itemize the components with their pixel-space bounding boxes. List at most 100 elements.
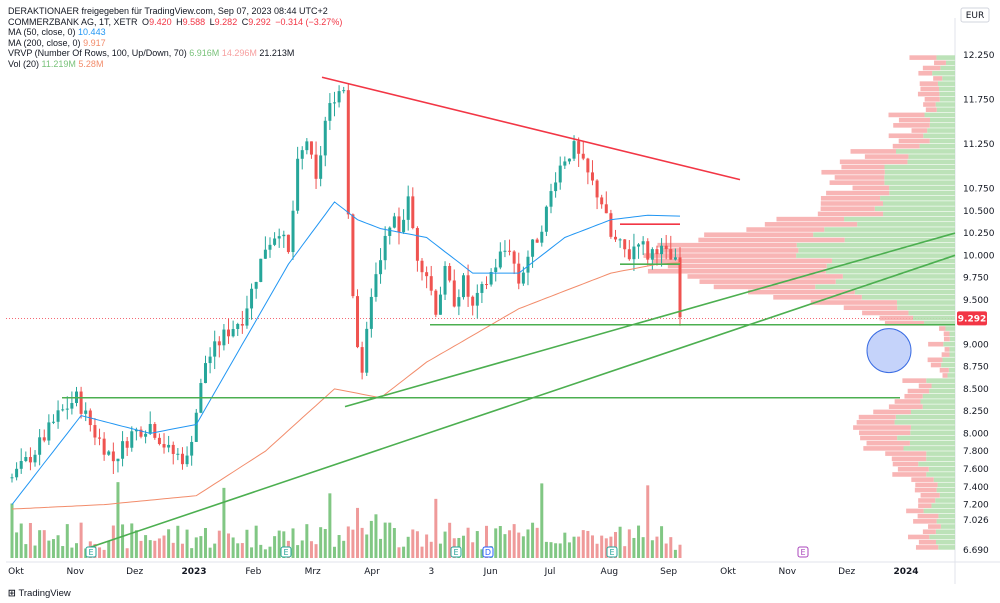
candle-body [434,290,438,315]
profile-down-row [911,128,928,133]
candle-body [425,272,429,277]
candle-body [489,272,493,285]
candle-body [443,265,447,295]
volume-bar [116,482,120,558]
profile-up-row [943,341,955,347]
candle-body [296,158,300,211]
legend-vrvp[interactable]: VRVP (Number Of Rows, 100, Up/Down, 70) … [8,48,295,59]
profile-up-row [939,86,955,92]
profile-up-row [894,420,955,425]
volume-bar [678,544,682,558]
profile-up-row [937,81,955,86]
candle-body [51,421,55,423]
candle-body [38,437,42,455]
profile-down-row [810,300,897,305]
profile-up-row [949,336,955,342]
candle-body [24,457,28,462]
profile-down-row [856,420,895,425]
profile-up-row [945,326,955,331]
price-axis[interactable]: EUR 12.250 11.750 11.250 10.750 10.500 10.250 1… [957,7,995,556]
profile-down-row [860,435,898,441]
candle-body [577,141,581,154]
candle-body [346,90,350,215]
profile-up-row [938,513,955,519]
volume-bar [558,543,562,558]
volume-bar [429,541,433,558]
candle-body [627,249,631,260]
volume-bar [194,537,198,558]
event-marker-label: D [485,548,491,557]
candle-body [319,155,323,179]
candle-body [664,245,668,250]
candle-body [240,324,244,326]
volume-bar [655,536,659,558]
volume-bar [517,532,521,558]
candle-body [107,451,111,455]
volume-bar [319,527,323,558]
candle-body [411,196,415,229]
candle-body [10,477,14,479]
candle-body [360,347,364,373]
volume-bar [47,540,51,558]
volume-bar [383,522,387,558]
volume-bar [577,536,581,558]
volume-profile [643,55,955,550]
x-tick-label: Okt [8,567,24,577]
candle-body [273,238,277,245]
time-axis[interactable]: Okt Nov Dez 2023 Feb Mrz Apr 3 Jun Jul Aug Sep Okt No… [8,567,918,577]
profile-up-row [939,91,955,97]
legend-ma50[interactable]: MA (50, close, 0) 10.443 [8,27,106,38]
profile-up-row [835,279,955,284]
candle-body [581,153,585,159]
profile-up-row [929,534,955,540]
profile-up-row [949,352,955,357]
volume-bar [397,547,401,558]
last-price-label: 9.292 [958,314,986,324]
profile-down-row [820,201,884,206]
candle-body [618,239,622,241]
volume-bar [240,543,244,558]
candle-body [466,275,470,297]
volume-bar [259,544,263,558]
profile-up-row [928,466,955,472]
volume-bar [296,545,300,558]
profile-down-row [834,175,885,180]
candle-body [531,239,535,257]
volume-bar [623,546,627,558]
volume-bar [586,530,590,558]
candle-body [28,457,32,463]
currency-button[interactable] [960,7,990,23]
profile-up-row [815,284,955,290]
tradingview-logo-icon: ⊞ [8,588,16,599]
x-tick-label: Jun [483,567,498,577]
candle-body [475,292,479,306]
candle-body [111,451,115,462]
legend-volume[interactable]: Vol (20) 11.219M 5.28M [8,58,104,69]
volume-bar [521,536,525,558]
profile-down-row [864,154,909,159]
event-marker-label: E [609,548,614,557]
candle-body [471,296,475,306]
volume-bar [637,525,641,558]
volume-bar [208,547,212,558]
volume-bar [438,543,442,558]
candle-body [277,236,281,239]
profile-down-row [820,206,875,212]
legend-ma200[interactable]: MA (200, close, 0) 9.917 [8,37,106,48]
volume-bar [171,542,175,558]
volume-bar [614,531,618,558]
volume-bar [273,536,277,558]
candle-body [250,288,254,309]
candle-body [420,260,424,273]
candle-body [65,408,69,410]
volume-bar [153,540,157,558]
trendlines[interactable] [62,76,956,549]
profile-down-row [906,508,924,514]
candle-body [637,244,641,247]
profile-down-row [922,65,941,71]
profile-up-row [945,60,955,66]
profile-up-row [923,133,955,139]
profile-up-row [929,388,955,394]
